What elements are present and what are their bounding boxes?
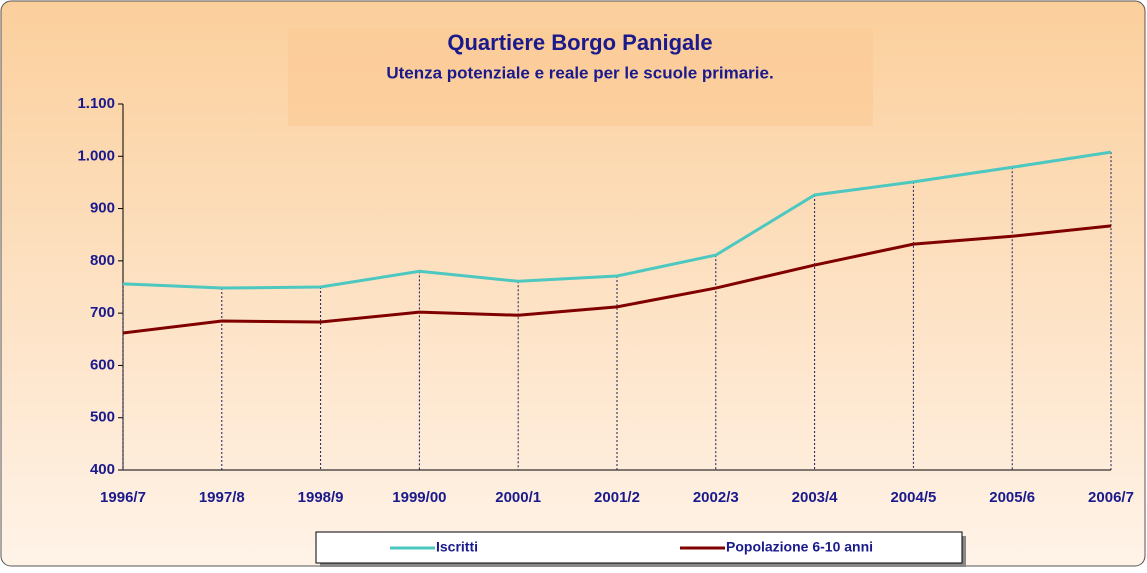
y-tick-label: 500 — [90, 409, 115, 426]
x-tick-label: 2002/3 — [693, 489, 739, 506]
y-tick-label: 700 — [90, 304, 115, 321]
y-tick-label: 1.000 — [77, 147, 115, 164]
y-tick-label: 1.100 — [77, 95, 115, 112]
series-line — [122, 224, 1112, 335]
x-tick-label: 2004/5 — [890, 489, 936, 506]
legend-label: Iscritti — [436, 539, 478, 555]
legend-label: Popolazione 6-10 anni — [726, 539, 873, 555]
x-tick-label: 2001/2 — [594, 489, 640, 506]
y-tick-label: 600 — [90, 356, 115, 373]
chart-title: Quartiere Borgo Panigale — [447, 30, 712, 55]
x-tick-label: 1997/8 — [199, 489, 245, 506]
x-tick-label: 2005/6 — [989, 489, 1035, 506]
x-tick-label: 1996/7 — [100, 489, 146, 506]
x-tick-label: 2000/1 — [495, 489, 541, 506]
x-tick-label: 1999/00 — [392, 489, 446, 506]
series-line — [122, 150, 1112, 290]
y-tick-label: 400 — [90, 461, 115, 478]
x-tick-label: 2003/4 — [792, 489, 839, 506]
title-box — [288, 28, 873, 126]
x-tick-label: 2006/7 — [1088, 489, 1134, 506]
y-tick-label: 900 — [90, 200, 115, 217]
y-tick-label: 800 — [90, 252, 115, 269]
x-tick-label: 1998/9 — [298, 489, 344, 506]
chart-subtitle: Utenza potenziale e reale per le scuole … — [386, 63, 773, 82]
